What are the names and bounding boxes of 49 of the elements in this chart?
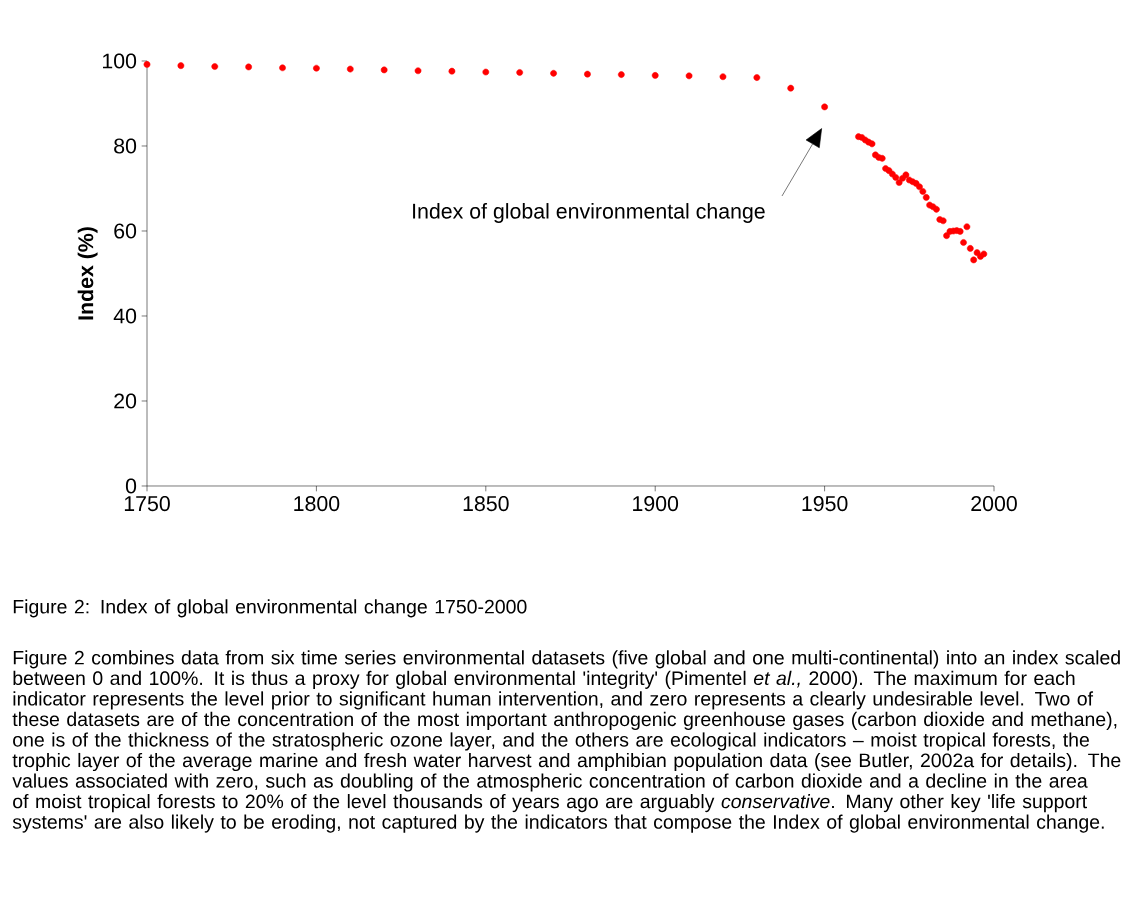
annotation: Index of global environmental change <box>413 203 765 223</box>
y-tick-label: 40 <box>113 308 137 324</box>
point <box>211 63 219 70</box>
point <box>970 256 978 264</box>
y-tick-label: 20 <box>114 393 137 409</box>
point <box>919 188 927 195</box>
point <box>143 61 151 68</box>
point <box>414 67 422 75</box>
point <box>279 64 286 72</box>
y-axis-title: Index (%) <box>77 227 98 320</box>
point <box>550 69 557 77</box>
point <box>313 64 320 72</box>
x-tick-label: 1900 <box>633 496 679 512</box>
caption: Figure 2: Index of global environmental change 1750-2000 <box>13 599 527 618</box>
y-tick-label: 0 <box>125 478 137 494</box>
point <box>685 72 693 80</box>
point <box>584 70 591 78</box>
point <box>753 74 761 81</box>
point <box>719 73 727 81</box>
point <box>966 245 974 252</box>
point <box>482 68 490 76</box>
point <box>868 140 876 148</box>
x-tick-label: 1950 <box>802 496 848 512</box>
point <box>346 65 354 73</box>
point <box>448 67 456 75</box>
point <box>787 84 795 92</box>
point <box>516 69 524 76</box>
y-tick-label: 60 <box>114 223 137 239</box>
point <box>980 250 988 258</box>
point <box>963 223 971 231</box>
point <box>933 205 940 213</box>
point <box>617 71 625 78</box>
x-tick-label: 1750 <box>124 496 170 512</box>
x-tick-label: 2000 <box>971 496 1017 512</box>
point <box>960 239 967 246</box>
text: Figure 2 combines data from six time series environmental datasets (five global and one multi-continental) into an index scaled between 0 and 100%. It is thus a proxy for global environmental 'integrity' (Pimentel et al., 2000). The maximum for each indicator represents the level prior to significant human intervention, and zero represents a clearly undesirable level. Two of these datasets are of the concentration of the most important anthropogenic greenhouse gases (carbon dioxide and methane), one is of the thickness of the stratospheric ozone layer, and the others are ecological indicators – moist tropical forests, the trophic layer of the average marine and fresh water harvest and amphibian population data (see Butler, 2002a for details). The values associated with zero, such as doubling of the atmospheric concentration of carbon dioxide and a decline in the area of moist tropical forests to 20% of the level thousands of years ago are arguably conservative. Many other key 'life support systems' are also likely to be eroding, not captured by the indicators that compose the Index of global environmental change. <box>12 650 1121 833</box>
point <box>821 103 828 111</box>
point <box>245 63 252 71</box>
point <box>380 66 388 74</box>
point <box>916 183 923 191</box>
x-tick-label: 1850 <box>463 496 509 512</box>
point <box>892 174 900 181</box>
point <box>902 171 910 179</box>
x-tick-label: 1800 <box>294 496 340 512</box>
point <box>177 62 185 69</box>
point <box>651 72 659 79</box>
point <box>922 194 930 201</box>
y-tick-label: 80 <box>114 138 137 154</box>
y-tick-label: 100 <box>102 53 137 69</box>
